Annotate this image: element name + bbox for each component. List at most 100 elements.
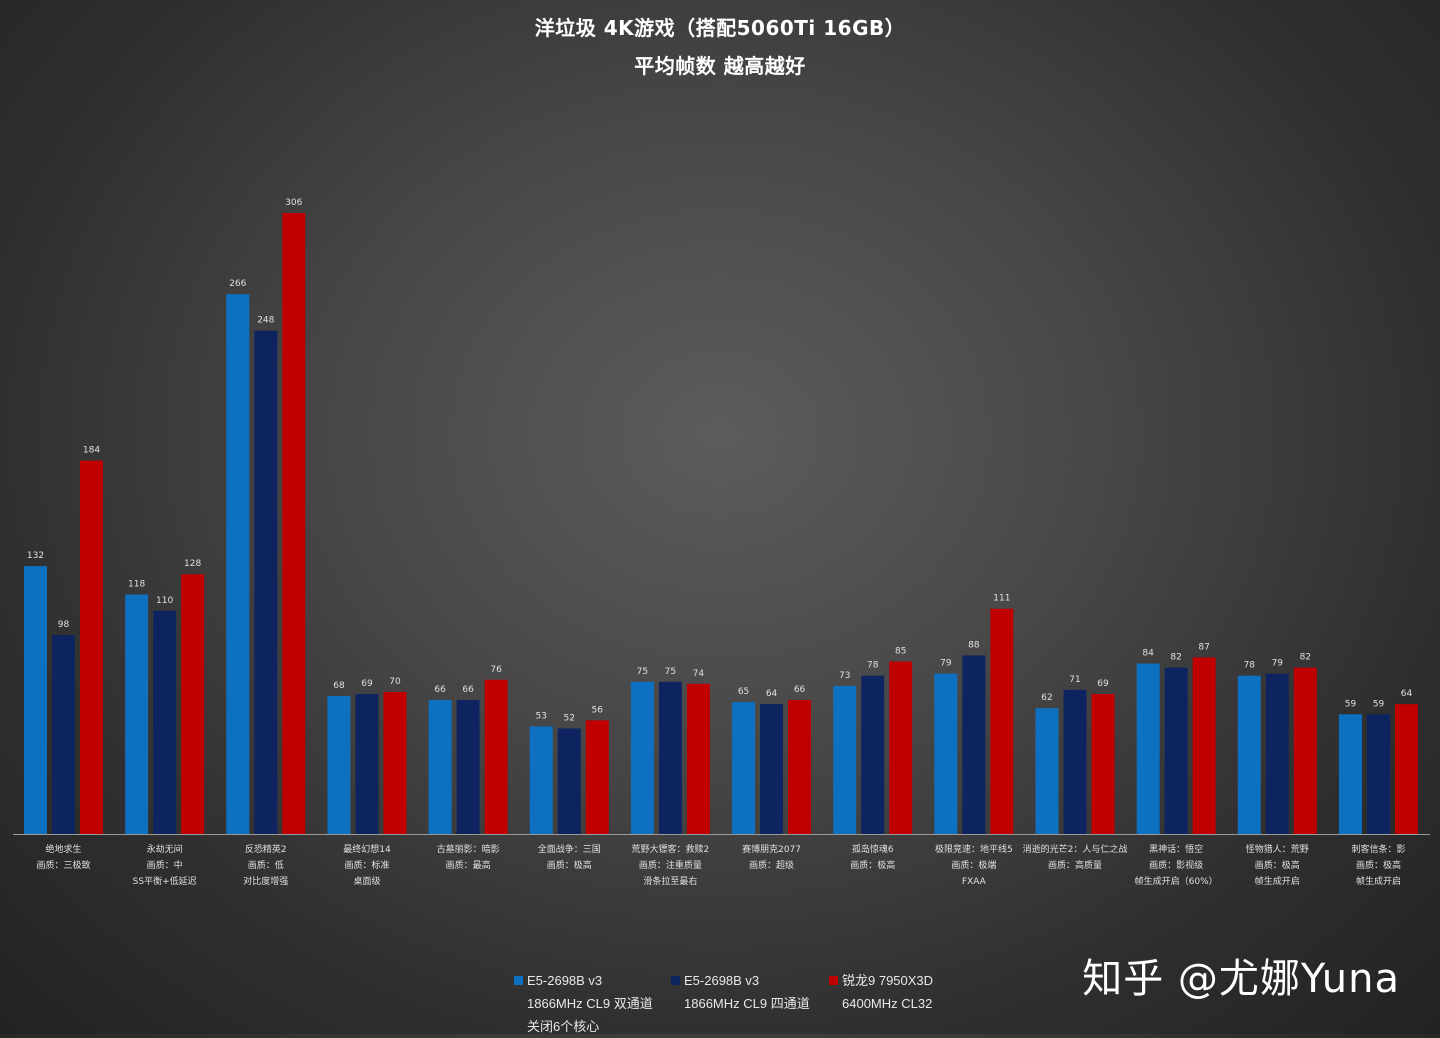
data-label-11-series-1: 62 — [1041, 693, 1052, 703]
bar-1-series-3 — [80, 460, 103, 834]
category-label-13-line-3: 帧生成开启 — [1255, 875, 1300, 887]
legend-label-series-3: 锐龙9 7950X3D — [842, 973, 934, 988]
data-label-6-series-3: 56 — [592, 705, 604, 715]
data-label-14-series-2: 59 — [1373, 699, 1385, 709]
data-label-7-series-2: 75 — [665, 667, 676, 677]
bar-3-series-2 — [254, 330, 278, 834]
category-label-3-line-3: 对比度增强 — [243, 875, 288, 887]
legend-detail-series-1-line-2: 关闭6个核心 — [527, 1019, 600, 1034]
category-label-12-line-1: 黑神话：悟空 — [1149, 843, 1203, 855]
data-label-1-series-2: 98 — [58, 620, 70, 630]
bar-3-series-3 — [282, 213, 306, 834]
category-label-1-line-1: 绝地求生 — [45, 843, 81, 855]
category-label-6-line-1: 全面战争：三国 — [538, 843, 601, 855]
legend-detail-series-1-line-1: 1866MHz CL9 双通道 — [527, 996, 653, 1011]
category-label-13-line-2: 画质：极高 — [1255, 859, 1300, 871]
bar-9-series-2 — [861, 675, 885, 834]
category-label-14-line-2: 画质：极高 — [1356, 859, 1401, 871]
category-label-7-line-3: 滑条拉至最右 — [643, 875, 697, 887]
category-label-5-line-2: 画质：最高 — [446, 859, 491, 871]
legend-item-series-1: E5-2698B v3 1866MHz CL9 双通道 关闭6个核心 — [514, 969, 653, 1038]
category-label-13-line-1: 怪物猎人：荒野 — [1246, 843, 1309, 855]
bar-1-series-1 — [24, 566, 47, 834]
bar-7-series-3 — [686, 683, 710, 834]
category-label-4-line-2: 画质：标准 — [344, 859, 389, 871]
category-label-2-line-1: 永劫无间 — [147, 843, 183, 855]
bar-8-series-1 — [732, 702, 756, 834]
legend-swatch-series-3 — [829, 976, 838, 985]
category-label-7-line-2: 画质：注重质量 — [639, 859, 702, 871]
bar-14-series-2 — [1366, 714, 1390, 834]
bar-2-series-1 — [125, 594, 149, 834]
bar-12-series-1 — [1136, 663, 1160, 834]
legend-swatch-series-1 — [514, 976, 523, 985]
category-label-8-line-1: 赛博朋克2077 — [742, 843, 801, 855]
data-label-9-series-2: 78 — [867, 661, 879, 671]
legend-swatch-series-2 — [671, 976, 680, 985]
category-label-10-line-1: 极限竞速：地平线5 — [935, 843, 1013, 855]
bar-9-series-3 — [889, 661, 913, 834]
legend-detail-series-2-line-1: 1866MHz CL9 四通道 — [684, 996, 810, 1011]
bar-12-series-2 — [1164, 667, 1188, 834]
watermark: 知乎 @尤娜Yuna — [1082, 956, 1400, 1002]
data-label-4-series-3: 70 — [389, 677, 401, 687]
bar-9-series-1 — [833, 685, 857, 834]
bar-5-series-3 — [484, 679, 508, 834]
bar-3-series-1 — [226, 294, 250, 834]
data-label-5-series-2: 66 — [462, 685, 474, 695]
data-label-1-series-3: 184 — [83, 446, 100, 456]
category-label-2-line-2: 画质：中 — [147, 859, 183, 871]
legend-detail-series-3-line-1: 6400MHz CL32 — [842, 996, 933, 1011]
category-label-5-line-1: 古墓丽影：暗影 — [437, 843, 500, 855]
data-label-5-series-3: 76 — [490, 665, 502, 675]
data-label-13-series-3: 82 — [1300, 653, 1311, 663]
bar-6-series-3 — [585, 720, 609, 834]
category-label-4-line-1: 最终幻想14 — [343, 843, 391, 855]
bar-10-series-1 — [934, 673, 958, 834]
category-label-4-line-3: 桌面级 — [353, 875, 380, 887]
category-label-11-line-2: 画质：高质量 — [1048, 859, 1102, 871]
data-label-10-series-3: 111 — [993, 594, 1010, 604]
chart-subtitle: 平均帧数 越高越好 — [634, 54, 806, 78]
data-label-10-series-2: 88 — [968, 640, 980, 650]
data-label-3-series-1: 266 — [229, 279, 246, 289]
data-label-8-series-1: 65 — [738, 687, 749, 697]
data-label-3-series-3: 306 — [285, 198, 302, 208]
data-label-12-series-2: 82 — [1170, 653, 1181, 663]
legend-item-series-2: E5-2698B v3 1866MHz CL9 四通道 — [671, 969, 810, 1015]
category-label-10-line-2: 画质：极端 — [951, 859, 996, 871]
bar-13-series-1 — [1237, 675, 1261, 834]
data-label-6-series-2: 52 — [564, 713, 575, 723]
data-label-2-series-2: 110 — [156, 596, 173, 606]
bar-13-series-2 — [1265, 673, 1289, 834]
data-label-11-series-3: 69 — [1097, 679, 1109, 689]
data-label-13-series-1: 78 — [1244, 661, 1256, 671]
bar-12-series-3 — [1192, 657, 1216, 834]
bar-5-series-2 — [456, 700, 480, 834]
data-label-3-series-2: 248 — [257, 316, 274, 326]
data-label-8-series-3: 66 — [794, 685, 806, 695]
chart-title: 洋垃圾 4K游戏（搭配5060Ti 16GB） — [534, 16, 906, 40]
bar-14-series-3 — [1394, 704, 1418, 834]
category-label-6-line-2: 画质：极高 — [547, 859, 592, 871]
data-label-2-series-3: 128 — [184, 559, 201, 569]
data-label-12-series-1: 84 — [1142, 649, 1154, 659]
data-label-8-series-2: 64 — [766, 689, 778, 699]
bar-4-series-2 — [355, 693, 379, 834]
bar-2-series-2 — [153, 610, 177, 834]
legend-label-series-2: E5-2698B v3 — [684, 973, 760, 988]
category-label-12-line-3: 帧生成开启（60%） — [1135, 875, 1218, 887]
category-label-11-line-1: 消逝的光芒2：人与仁之战 — [1023, 843, 1128, 855]
category-label-14-line-3: 帧生成开启 — [1356, 875, 1401, 887]
category-label-3-line-2: 画质：低 — [248, 859, 284, 871]
data-label-5-series-1: 66 — [434, 685, 446, 695]
bar-14-series-1 — [1338, 714, 1362, 834]
bar-11-series-2 — [1063, 689, 1087, 834]
bar-8-series-2 — [760, 704, 784, 834]
category-label-10-line-3: FXAA — [962, 877, 987, 887]
bar-8-series-3 — [788, 700, 812, 834]
category-label-1-line-2: 画质：三极致 — [36, 859, 90, 871]
bar-2-series-3 — [181, 574, 205, 834]
legend-item-series-3: 锐龙9 7950X3D 6400MHz CL32 — [829, 969, 933, 1015]
